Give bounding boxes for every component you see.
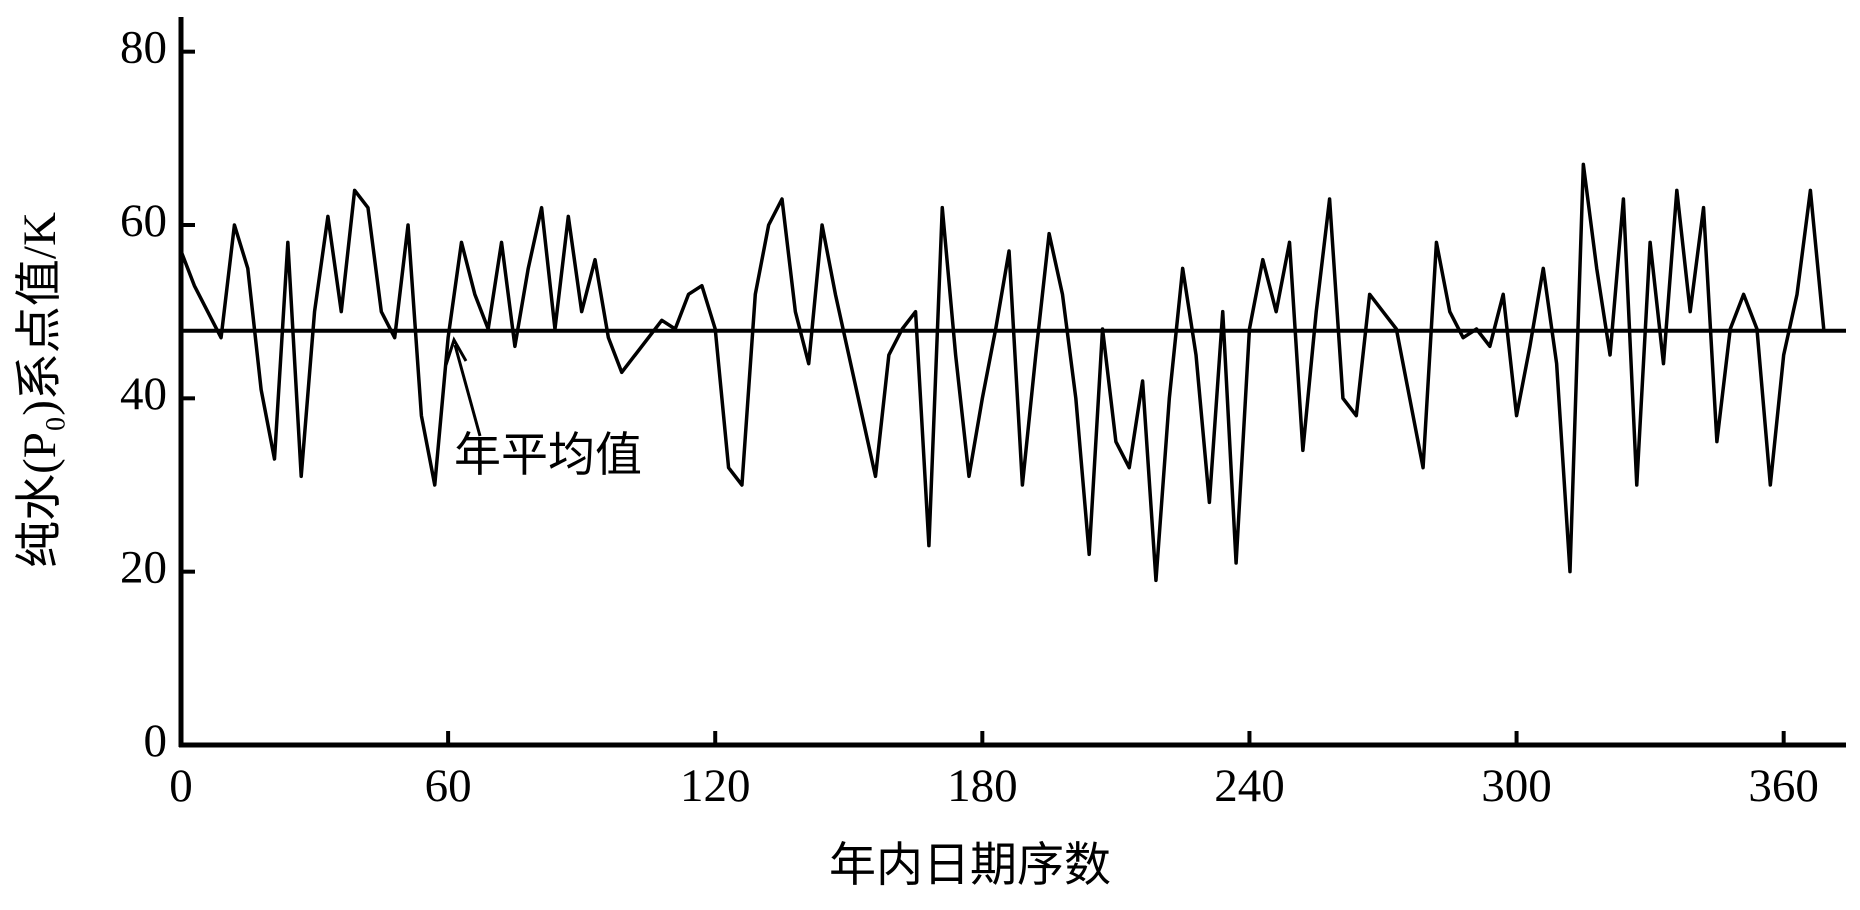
x-tick-label: 300: [1481, 760, 1552, 812]
y-tick-label: 80: [120, 21, 167, 73]
y-tick-label: 20: [120, 541, 167, 593]
y-tick-label: 60: [120, 195, 167, 247]
annotation-arrowhead: [444, 336, 468, 366]
y-tick-label: 0: [144, 715, 168, 767]
x-tick-label: 60: [425, 760, 472, 812]
annotation: 年平均值: [454, 430, 642, 482]
x-tick-label: 120: [680, 760, 751, 812]
x-tick-label: 0: [169, 760, 193, 812]
annotation-arrow: [453, 344, 482, 437]
y-tick-label: 40: [120, 368, 167, 420]
y-axis-label: 纯水(P₀)系点值/K: [14, 212, 66, 568]
data-line: [179, 162, 1826, 583]
x-tick-label: 180: [947, 760, 1018, 812]
x-tick-label: 240: [1214, 760, 1285, 812]
x-axis-label: 年内日期序数: [829, 840, 1111, 892]
x-tick-label: 360: [1748, 760, 1819, 812]
